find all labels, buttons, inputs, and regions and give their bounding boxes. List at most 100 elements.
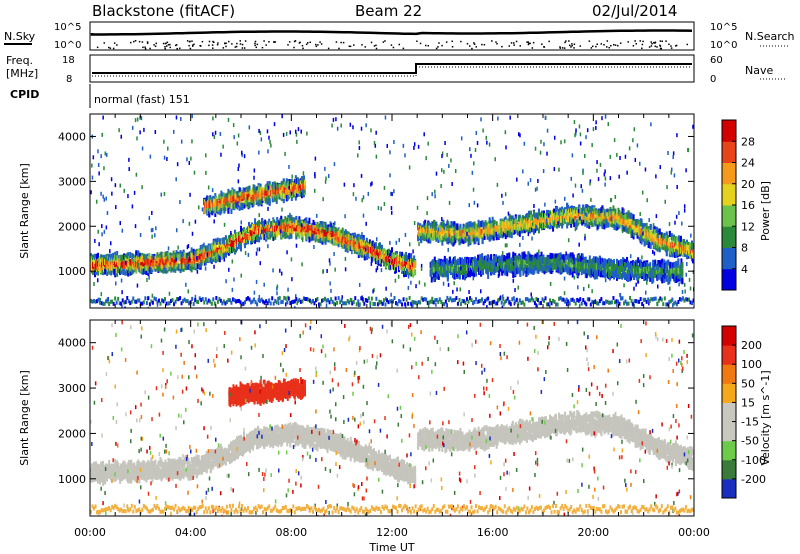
range-cell — [262, 225, 265, 232]
range-cell — [298, 185, 301, 192]
range-cell — [239, 225, 242, 232]
range-cell — [491, 232, 494, 239]
range-cell — [289, 227, 292, 234]
range-cell — [164, 267, 167, 274]
range-cell — [663, 239, 666, 246]
range-cell — [260, 233, 263, 240]
range-cell — [572, 208, 575, 215]
range-cell — [146, 253, 149, 260]
range-cell — [352, 244, 355, 251]
range-cell — [221, 201, 224, 208]
range-cell — [230, 195, 233, 202]
range-cell — [311, 233, 314, 240]
range-cell — [244, 187, 247, 194]
range-cell — [116, 270, 119, 277]
nsearch-point — [293, 40, 296, 43]
range-cell — [512, 271, 515, 278]
range-cell — [320, 231, 323, 238]
range-cell — [481, 268, 484, 275]
range-cell — [463, 268, 466, 275]
range-cell — [248, 202, 251, 209]
range-cell — [190, 260, 193, 267]
range-cell — [651, 238, 654, 245]
range-cell — [508, 231, 511, 238]
range-cell — [214, 210, 217, 217]
range-cell — [576, 219, 579, 226]
range-cell — [493, 269, 496, 276]
range-cell — [526, 215, 529, 222]
nsearch-point — [654, 45, 657, 48]
range-cell — [660, 238, 663, 245]
range-cell — [506, 253, 509, 260]
range-cell — [462, 233, 465, 240]
nsearch-point — [473, 42, 475, 44]
range-cell — [403, 271, 406, 278]
range-cell — [413, 261, 416, 268]
range-cell — [390, 255, 393, 262]
range-cell — [114, 254, 117, 261]
range-cell — [325, 234, 328, 241]
range-cell — [340, 229, 343, 236]
range-cell — [583, 211, 586, 218]
range-cell — [487, 272, 490, 279]
range-cell — [282, 231, 285, 238]
range-cell — [436, 270, 439, 277]
nsearch-point — [659, 40, 662, 42]
range-cell — [468, 268, 471, 275]
range-cell — [406, 264, 409, 271]
range-cell — [508, 224, 511, 231]
freq-trace — [92, 63, 692, 74]
range-cell — [507, 259, 510, 266]
range-cell — [232, 234, 235, 241]
range-cell — [672, 249, 675, 256]
range-cell — [485, 225, 488, 232]
range-cell — [311, 223, 314, 230]
range-cell — [504, 228, 507, 235]
range-cell — [166, 264, 169, 271]
range-cell — [666, 245, 669, 252]
range-cell — [410, 270, 413, 277]
range-cell — [189, 256, 192, 263]
range-cell — [465, 235, 468, 242]
range-cell — [606, 208, 609, 215]
range-cell — [230, 247, 233, 254]
range-cell — [244, 237, 247, 244]
range-cell — [184, 259, 187, 266]
range-cell — [473, 221, 476, 228]
nsearch-point — [501, 45, 503, 48]
nsearch-point — [656, 46, 658, 48]
range-cell — [261, 196, 264, 203]
range-cell — [214, 204, 217, 211]
range-cell — [430, 234, 433, 241]
range-cell — [225, 196, 228, 203]
range-cell — [434, 271, 437, 278]
range-cell — [550, 222, 553, 229]
range-cell — [327, 233, 330, 240]
range-cell — [140, 255, 143, 262]
range-cell — [123, 262, 126, 269]
range-cell — [673, 237, 676, 244]
range-cell — [297, 178, 300, 185]
range-cell — [208, 210, 211, 217]
range-cell — [408, 265, 411, 272]
range-cell — [486, 268, 489, 275]
range-cell — [516, 258, 519, 265]
range-cell — [453, 238, 456, 245]
range-cell — [106, 269, 109, 276]
range-cell — [476, 259, 479, 266]
range-cell — [502, 257, 505, 264]
range-cell — [421, 224, 424, 231]
range-cell — [289, 214, 292, 221]
range-cell — [474, 236, 477, 243]
range-cell — [296, 182, 299, 189]
range-cell — [280, 233, 283, 240]
range-cell — [494, 266, 497, 273]
range-cell — [99, 258, 102, 265]
range-cell — [200, 249, 203, 256]
range-cell — [380, 244, 383, 251]
range-cell — [363, 248, 366, 255]
range-cell — [349, 240, 352, 247]
range-cell — [573, 216, 576, 223]
